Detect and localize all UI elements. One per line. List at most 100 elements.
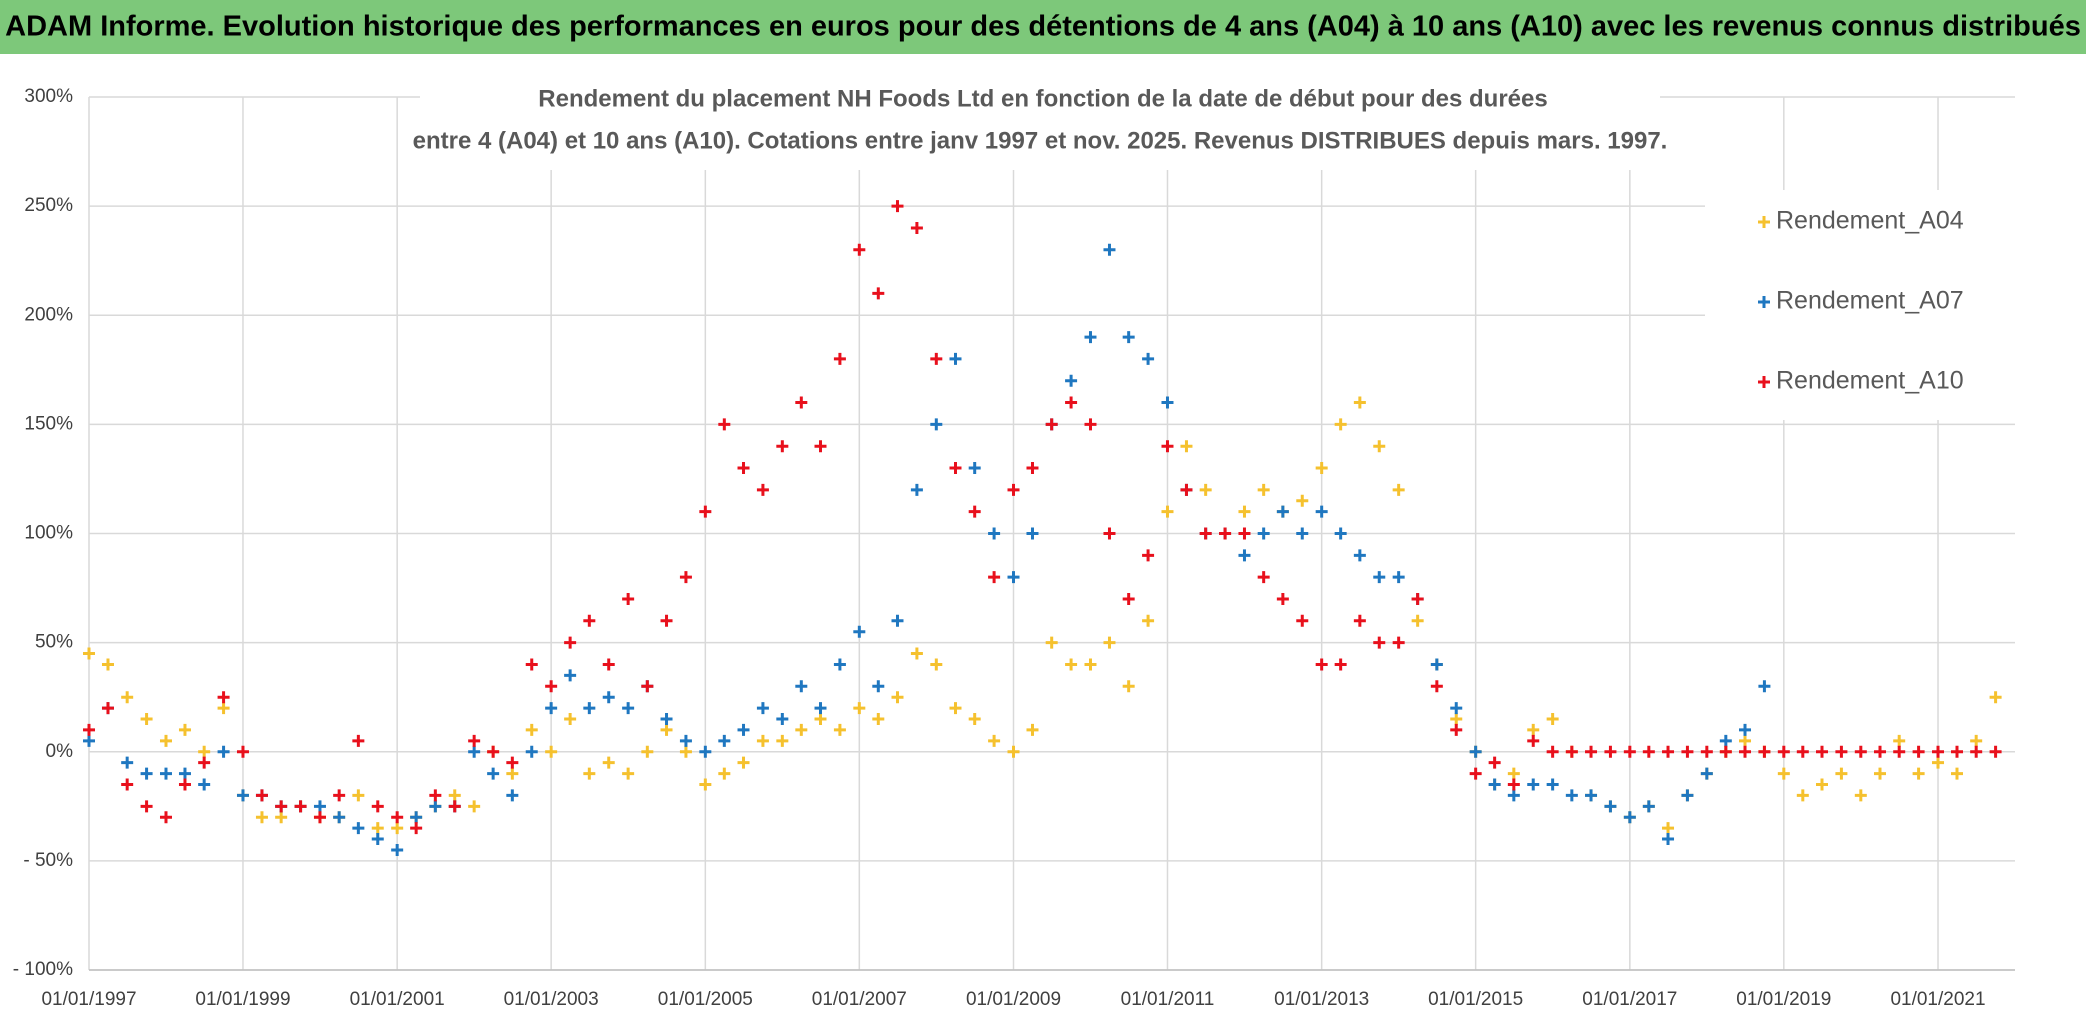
point (1450, 723, 1463, 736)
point (1546, 745, 1559, 758)
point (833, 352, 846, 365)
subtitle-box (420, 80, 1660, 170)
point (1488, 778, 1501, 791)
point (1026, 723, 1039, 736)
point (294, 800, 307, 813)
point (1161, 440, 1174, 453)
y-tick-label: 300% (24, 86, 73, 107)
point (1257, 483, 1270, 496)
point (1469, 745, 1482, 758)
point (371, 822, 384, 835)
point (622, 767, 635, 780)
point (776, 734, 789, 747)
y-tick-label: 100% (24, 523, 73, 544)
point (718, 734, 731, 747)
point (833, 658, 846, 671)
point (776, 440, 789, 453)
point (1835, 767, 1848, 780)
point (1585, 789, 1598, 802)
x-tick-label: 01/01/2005 (658, 989, 753, 1010)
point (1430, 680, 1443, 693)
point (1835, 745, 1848, 758)
legend-label[interactable]: Rendement_A07 (1776, 287, 1964, 315)
point (1912, 745, 1925, 758)
point (872, 287, 885, 300)
point (1238, 527, 1251, 540)
point (1161, 505, 1174, 518)
point (1180, 440, 1193, 453)
point (1507, 778, 1520, 791)
point (833, 723, 846, 736)
point (1007, 745, 1020, 758)
point (891, 614, 904, 627)
point (622, 592, 635, 605)
point (1103, 636, 1116, 649)
point (525, 723, 538, 736)
point (699, 745, 712, 758)
y-tick-label: 50% (35, 632, 73, 653)
point (1180, 483, 1193, 496)
point (891, 200, 904, 213)
point (1238, 549, 1251, 562)
point (1353, 614, 1366, 627)
point (795, 723, 808, 736)
point (333, 811, 346, 824)
y-tick-label: 200% (24, 304, 73, 325)
point (1122, 592, 1135, 605)
point (756, 734, 769, 747)
point (660, 723, 673, 736)
point (1334, 418, 1347, 431)
point (1373, 440, 1386, 453)
point (1084, 331, 1097, 344)
legend-box (1705, 190, 2015, 420)
point (255, 789, 268, 802)
x-tick-label: 01/01/2013 (1274, 989, 1369, 1010)
point (1411, 592, 1424, 605)
point (1142, 614, 1155, 627)
point (1604, 800, 1617, 813)
point (1257, 527, 1270, 540)
point (1739, 745, 1752, 758)
point (930, 418, 943, 431)
point (891, 691, 904, 704)
legend-label[interactable]: Rendement_A04 (1776, 207, 1964, 235)
point (83, 734, 95, 747)
point (949, 462, 962, 475)
point (583, 614, 596, 627)
point (564, 713, 577, 726)
point (699, 505, 712, 518)
point (930, 352, 943, 365)
chart-subtitle: entre 4 (A04) et 10 ans (A10). Cotations… (413, 127, 1668, 154)
point (352, 822, 365, 835)
point (1546, 778, 1559, 791)
legend-label[interactable]: Rendement_A10 (1776, 367, 1964, 395)
point (1392, 571, 1405, 584)
point (371, 833, 384, 846)
point (1026, 527, 1039, 540)
point (1199, 527, 1212, 540)
point (1989, 691, 2002, 704)
point (217, 745, 230, 758)
point (814, 713, 827, 726)
point (333, 789, 346, 802)
point (1950, 745, 1963, 758)
y-tick-label: - 50% (23, 850, 73, 871)
point (1334, 658, 1347, 671)
point (178, 778, 191, 791)
point (853, 625, 866, 638)
point (853, 243, 866, 256)
point (1103, 527, 1116, 540)
point (1681, 745, 1694, 758)
point (1373, 636, 1386, 649)
point (795, 680, 808, 693)
point (1893, 745, 1906, 758)
y-tick-label: 0% (46, 741, 74, 762)
legend-marker (1758, 296, 1770, 308)
point (545, 745, 558, 758)
point (583, 702, 596, 715)
point (1142, 549, 1155, 562)
point (776, 713, 789, 726)
point (1700, 745, 1713, 758)
point (1796, 789, 1809, 802)
